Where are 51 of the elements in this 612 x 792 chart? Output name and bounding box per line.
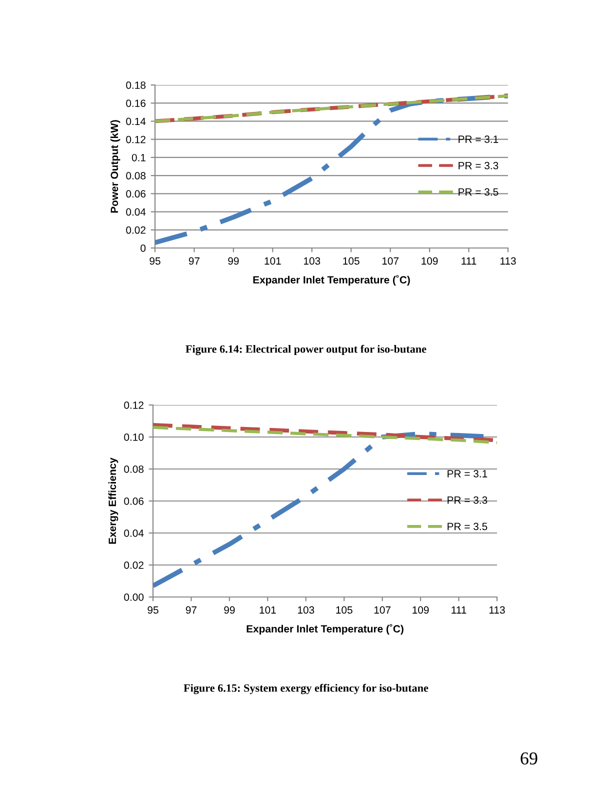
x-tick-label: 97 (186, 606, 196, 614)
x-tick-label: 103 (304, 257, 320, 265)
x-tick-label: 105 (336, 606, 352, 614)
y-tick-label: 0.08 (126, 172, 146, 180)
y-tick-label: 0 (140, 244, 146, 252)
x-tick-label: 99 (228, 257, 239, 265)
caption: Figure 6.14: Electrical power output for iso-butane (186, 344, 426, 356)
x-tick-label: 111 (452, 606, 466, 614)
legend-label: PR = 3.3 (448, 496, 488, 504)
legend-label: PR = 3.5 (458, 188, 498, 196)
y-tick-label: 0.12 (126, 136, 146, 144)
x-tick-label: 113 (489, 606, 505, 614)
y-tick-label: 0.18 (126, 82, 146, 89)
x-tick-label: 95 (148, 606, 158, 614)
text: 69 (520, 752, 538, 765)
x-tick-label: 97 (188, 257, 200, 265)
y-tick-label: 0.06 (126, 190, 146, 198)
y-tick-label: 0.12 (124, 402, 144, 409)
y-tick-label: 0.04 (124, 530, 144, 537)
x-tick-label: 103 (298, 606, 314, 614)
y-tick-label: 0.1 (132, 154, 146, 162)
legend-label: PR = 3.1 (448, 470, 488, 478)
x-tick-label: 99 (224, 606, 235, 614)
y-axis-title: Power Output (kW) (110, 120, 120, 213)
x-tick-label: 105 (343, 257, 360, 265)
x-axis-title: Expander Inlet Temperature (˚C) (253, 275, 410, 286)
y-tick-label: 0.08 (124, 466, 144, 473)
y-tick-label: 0.14 (126, 118, 146, 126)
y-tick-label: 0.00 (124, 594, 144, 601)
x-tick-label: 95 (150, 257, 160, 265)
line-series (155, 94, 508, 245)
y-tick-label: 0.10 (124, 434, 144, 441)
y-tick-label: 0.02 (124, 562, 144, 569)
legend-label: PR = 3.1 (458, 136, 498, 143)
y-axis-title: Exergy Efficiency (108, 458, 118, 544)
x-axis-title: Expander Inlet Temperature (˚C) (246, 624, 404, 635)
x-tick-label: 101 (260, 606, 276, 614)
x-tick-label: 107 (382, 257, 398, 265)
x-tick-label: 111 (462, 257, 476, 265)
y-tick-label: 0.02 (126, 226, 146, 234)
y-tick-label: 0.06 (124, 498, 144, 505)
y-tick-label: 0.16 (126, 100, 146, 107)
x-tick-label: 101 (264, 257, 281, 265)
legend-label: PR = 3.3 (458, 162, 498, 170)
legend-label: PR = 3.5 (448, 522, 488, 530)
x-tick-label: 109 (412, 606, 429, 614)
x-tick-label: 109 (422, 257, 438, 265)
x-tick-label: 107 (374, 606, 390, 614)
x-tick-label: 113 (500, 257, 516, 265)
y-tick-label: 0.04 (126, 208, 146, 216)
caption: Figure 6.15: System exergy efficiency for iso-butane (184, 684, 428, 694)
